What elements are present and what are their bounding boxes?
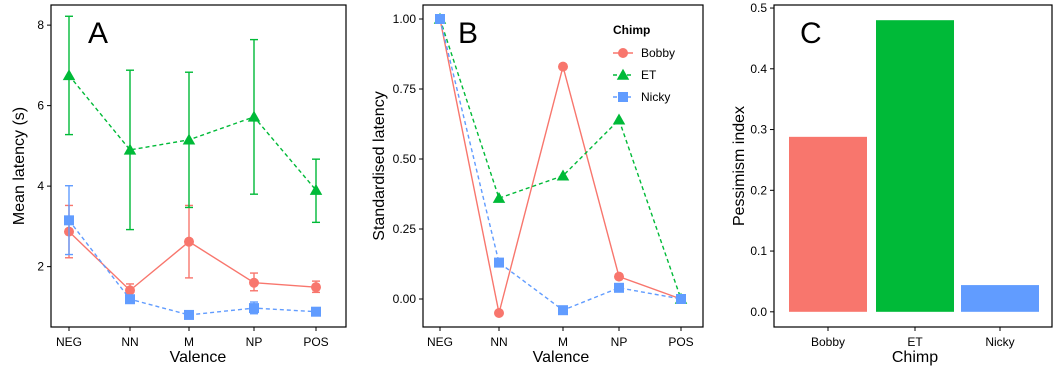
panel-b-series-bobby-point	[558, 61, 568, 72]
panel-b-series-nicky-point	[494, 257, 504, 268]
legend-label-bobby: Bobby	[641, 46, 675, 60]
panel-c-x-axis-label: Chimp	[892, 349, 938, 366]
panel-a-x-tick-label-np: NP	[246, 335, 263, 349]
panel-c-y-tick-label: 0.1	[750, 244, 767, 258]
panel-b-x-tick-label-neg: NEG	[427, 335, 453, 349]
panel-b-y-tick-label: 0.00	[393, 292, 417, 306]
panel-b-y-tick-label: 0.25	[393, 222, 417, 236]
legend-label-nicky: Nicky	[641, 90, 670, 104]
panel-a-series-et-point	[62, 69, 76, 81]
panel-c-y-tick-label: 0.3	[750, 123, 767, 137]
panel-c-x-tick-label-bobby: Bobby	[811, 335, 845, 349]
panel-b-x-tick-label-m: M	[558, 335, 568, 349]
panel-a-x-tick-label-m: M	[184, 335, 194, 349]
panel-b-series-nicky-point	[614, 282, 624, 293]
panel-a-y-axis-label: Mean latency (s)	[11, 107, 28, 225]
legend-marker-nicky	[618, 92, 628, 102]
bar-et	[876, 20, 954, 312]
panel-b-series-nicky-point	[435, 14, 445, 24]
panel-a-series-et-point	[123, 143, 137, 155]
panel-b-series-et-point	[612, 113, 626, 125]
panel-b-x-tick-label-pos: POS	[668, 335, 693, 349]
panel-b-y-tick-label: 0.50	[393, 152, 417, 166]
panel-a-series-nicky-point	[249, 303, 259, 314]
panel-c-plot	[789, 20, 1039, 312]
panel-b-plot	[433, 12, 688, 318]
panel-c-x-ticks: Bobby ET Nicky	[811, 327, 1015, 349]
panel-a-plot	[62, 15, 323, 320]
legend-item-nicky: Nicky	[613, 90, 670, 104]
panel-b-series-bobby-point	[494, 308, 504, 318]
panel-a-series-nicky-point	[184, 309, 194, 320]
panel-b: B 0.00 0.25 0.50 0.75 1.00 NEG NN M NP POS Valen…	[371, 4, 704, 366]
panel-c: C 0.00.10.20.30.40.5 Bobby ET Nicky Chimp …	[731, 1, 1053, 366]
panel-a-x-ticks: NEG NN M NP POS	[56, 327, 329, 349]
panel-a-series-nicky-point	[64, 215, 74, 226]
panel-c-x-tick-label-et: ET	[907, 335, 923, 349]
panel-a-series-nicky-point	[311, 306, 321, 317]
panel-b-y-tick-label: 1.00	[393, 12, 417, 26]
legend-item-et: ET	[613, 68, 657, 82]
panel-a: A 2 4 6 8 NEG NN M NP POS Valence Mean latency …	[11, 4, 347, 366]
panel-b-x-axis-label: Valence	[533, 349, 590, 366]
legend-marker-bobby	[618, 48, 628, 58]
panel-a-x-axis-label: Valence	[170, 349, 227, 366]
legend-title: Chimp	[613, 23, 650, 37]
panel-a-series-et-point	[247, 110, 261, 122]
panel-b-series-nicky-point	[676, 294, 686, 304]
panel-c-y-tick-label: 0.2	[750, 183, 767, 197]
panel-b-x-tick-label-nn: NN	[490, 335, 507, 349]
panel-a-series-nicky-point	[125, 294, 135, 305]
panel-b-series-nicky-point	[558, 305, 568, 316]
panel-a-series-bobby-point	[184, 236, 194, 247]
panel-c-y-tick-label: 0.4	[750, 62, 767, 76]
panel-a-x-tick-label-nn: NN	[121, 335, 138, 349]
bar-bobby	[789, 136, 867, 312]
panel-a-y-tick-label: 2	[37, 260, 44, 274]
panel-a-letter: A	[88, 17, 108, 50]
panel-b-letter: B	[458, 17, 478, 50]
panel-b-series-et-point	[556, 169, 570, 181]
panel-c-y-tick-label: 0.0	[750, 305, 767, 319]
panel-a-y-ticks: 2 4 6 8	[37, 18, 51, 274]
panel-a-series-bobby-point	[249, 277, 259, 288]
panel-b-x-tick-label-np: NP	[611, 335, 628, 349]
panel-a-series-bobby-point	[311, 282, 321, 293]
panel-b-y-tick-label: 0.75	[393, 82, 417, 96]
panel-c-x-tick-label-nicky: Nicky	[985, 335, 1014, 349]
panel-a-frame	[50, 4, 347, 328]
panel-b-series-et-point	[492, 191, 506, 203]
legend-marker-et	[616, 68, 630, 80]
panel-a-y-tick-label: 8	[37, 18, 44, 32]
panel-a-x-tick-label-pos: POS	[303, 335, 328, 349]
panel-a-y-tick-label: 4	[37, 179, 44, 193]
panel-b-y-axis-label: Standardised latency	[371, 91, 388, 240]
panel-a-series-nicky-line	[68, 219, 317, 316]
panel-a-series-et-point	[309, 183, 323, 195]
panel-c-y-tick-label: 0.5	[750, 1, 767, 15]
panel-b-y-ticks: 0.00 0.25 0.50 0.75 1.00	[393, 12, 423, 306]
legend-item-bobby: Bobby	[613, 46, 675, 60]
panel-a-series-et-point	[182, 133, 196, 145]
panel-a-x-tick-label-neg: NEG	[56, 335, 82, 349]
bar-nicky	[961, 285, 1039, 312]
legend-label-et: ET	[641, 68, 657, 82]
panel-c-y-axis-label: Pessimism index	[731, 106, 748, 226]
panel-b-x-ticks: NEG NN M NP POS	[427, 327, 694, 349]
panel-c-letter: C	[800, 17, 822, 50]
panel-c-y-ticks: 0.0 0.1 0.2 0.3 0.4 0.5	[750, 1, 774, 319]
panel-a-series-bobby-point	[125, 285, 135, 296]
panel-b-series-bobby-point	[614, 271, 624, 282]
panel-a-y-tick-label: 6	[37, 99, 44, 113]
legend: Chimp Bobby ET Nicky	[613, 23, 675, 104]
